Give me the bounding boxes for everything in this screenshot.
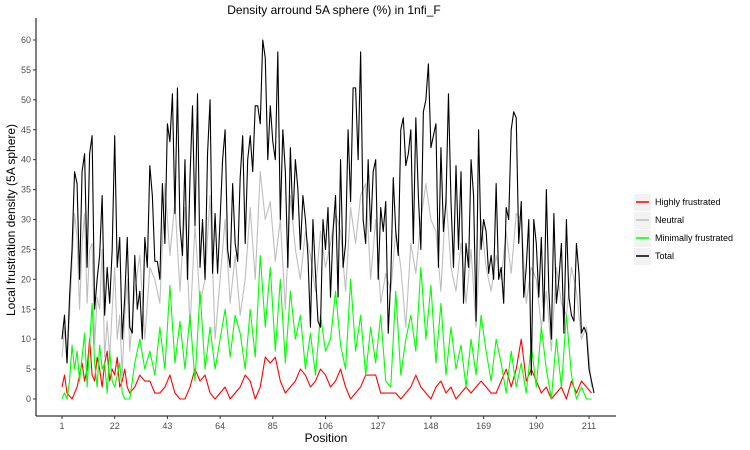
- legend-label-total: Total: [655, 251, 674, 261]
- y-tick-label: 50: [21, 95, 31, 105]
- x-tick-label: 1: [59, 421, 64, 431]
- y-tick-label: 5: [26, 364, 31, 374]
- legend: Highly frustrated Neutral Minimally frustr…: [632, 192, 738, 268]
- y-tick-label: 25: [21, 244, 31, 254]
- x-tick-label: 127: [371, 421, 386, 431]
- series-line-minimally-frustrated: [61, 254, 592, 400]
- x-tick-label: 64: [215, 421, 225, 431]
- chart-title: Density arround 5A sphere (%) in 1nfi_F: [227, 3, 440, 17]
- x-tick-label: 22: [110, 421, 120, 431]
- series-line-total: [61, 39, 595, 394]
- series-line-highly-frustrated: [61, 338, 592, 400]
- y-tick-label: 45: [21, 125, 31, 135]
- y-tick-label: 40: [21, 155, 31, 165]
- series-line-neutral: [61, 171, 593, 388]
- x-tick-label: 211: [582, 421, 596, 431]
- y-tick-label: 20: [21, 274, 31, 284]
- legend-label-minimally-frustrated: Minimally frustrated: [655, 233, 733, 243]
- x-tick-label: 43: [162, 421, 172, 431]
- y-axis-title: Local frustration density (5A sphere): [4, 124, 18, 316]
- plot-area: 0 5 10 15 20 25 30 35 40 45 50 55 60 1 22 43 64 85 106 127 1…: [21, 18, 616, 431]
- y-tick-label: 60: [21, 35, 31, 45]
- y-tick-label: 35: [21, 185, 31, 195]
- x-tick-label: 148: [423, 421, 438, 431]
- x-tick-label: 169: [476, 421, 491, 431]
- y-tick-label: 10: [21, 334, 31, 344]
- x-axis-title: Position: [305, 431, 348, 445]
- x-tick-label: 190: [529, 421, 544, 431]
- x-tick-label: 106: [318, 421, 333, 431]
- y-tick-label: 15: [21, 304, 31, 314]
- x-tick-label: 85: [268, 421, 278, 431]
- y-tick-label: 0: [26, 394, 31, 404]
- y-tick-label: 55: [21, 65, 31, 75]
- y-tick-label: 30: [21, 215, 31, 225]
- legend-label-highly-frustrated: Highly frustrated: [655, 197, 721, 207]
- legend-label-neutral: Neutral: [655, 215, 684, 225]
